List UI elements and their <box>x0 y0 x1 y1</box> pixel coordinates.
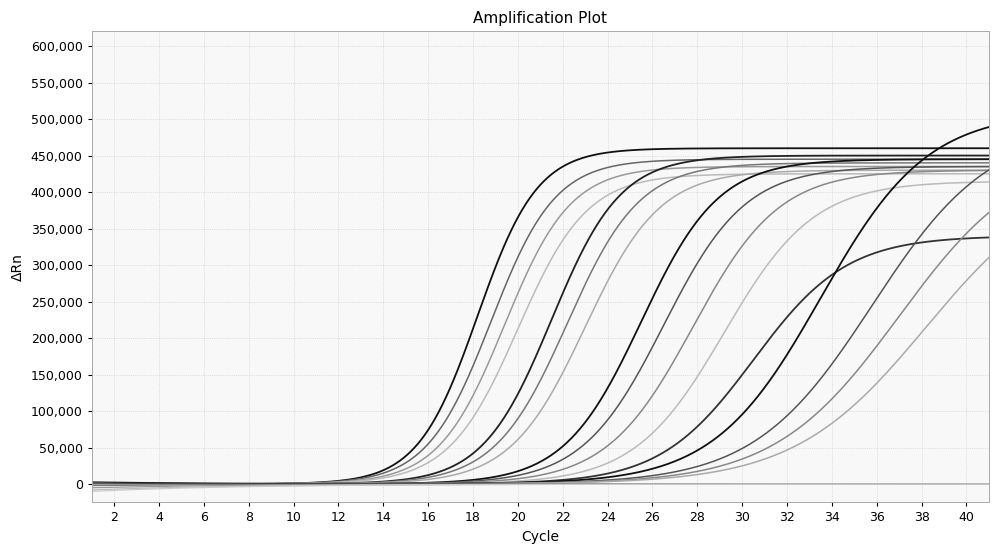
Title: Amplification Plot: Amplification Plot <box>473 11 607 26</box>
X-axis label: Cycle: Cycle <box>521 530 559 544</box>
Y-axis label: ΔRn: ΔRn <box>11 253 25 281</box>
